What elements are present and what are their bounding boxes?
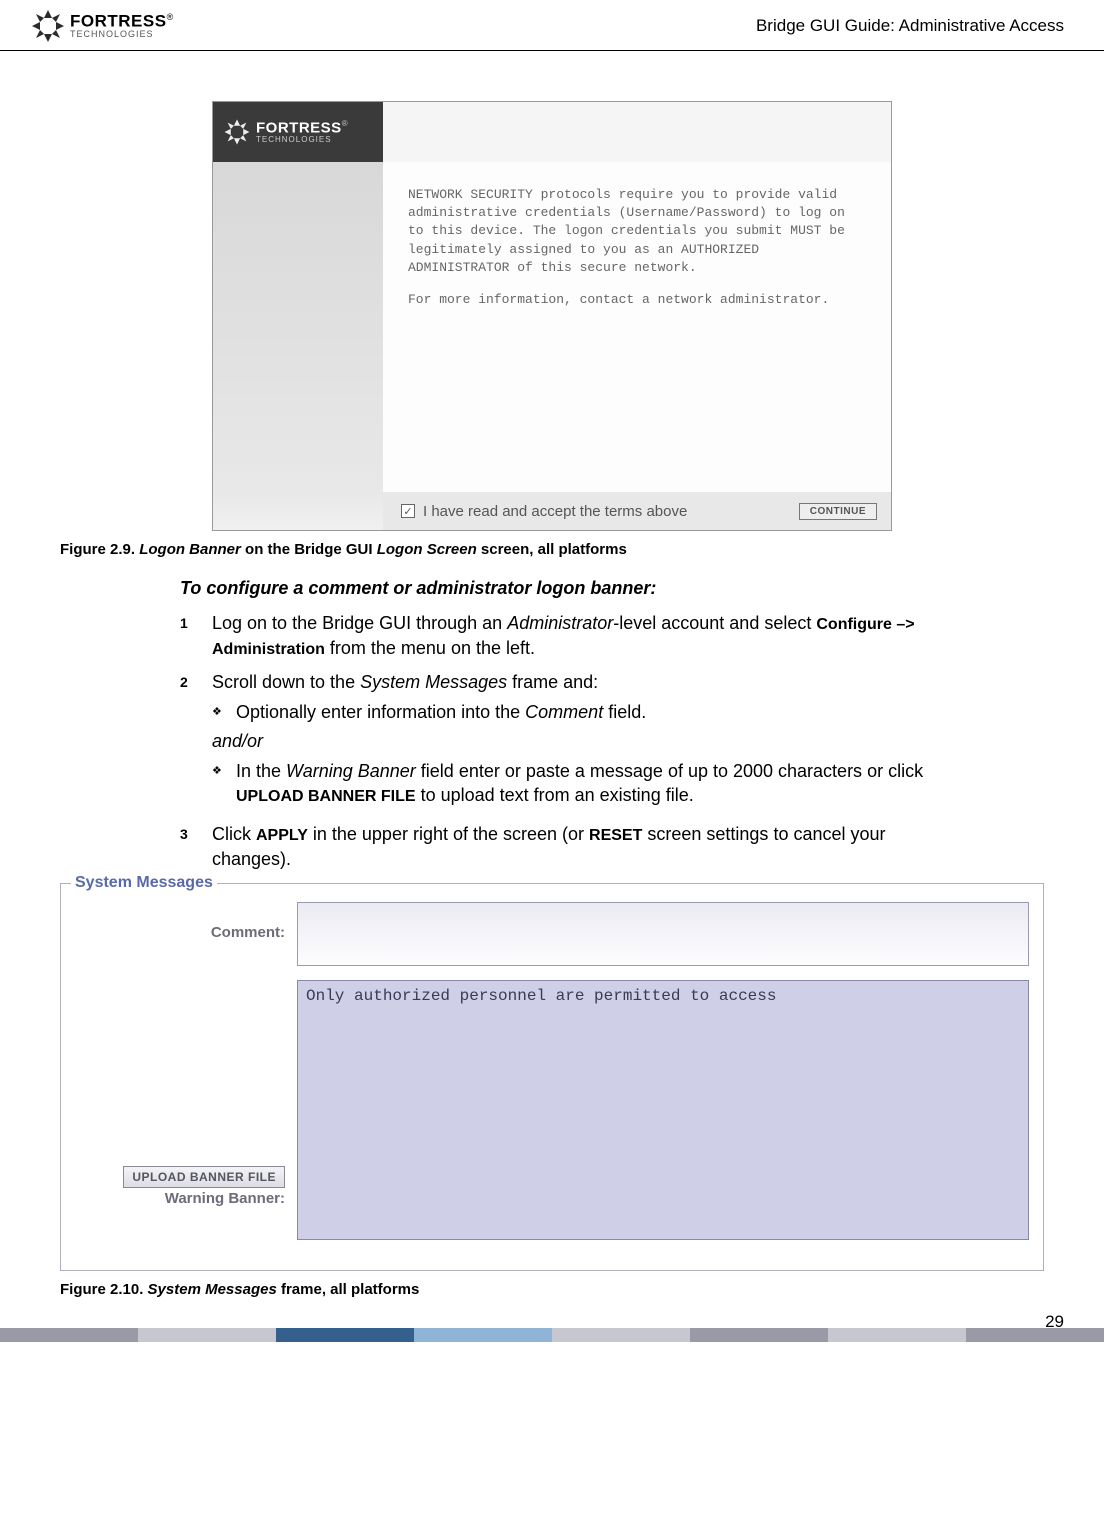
fortress-logo-icon	[30, 8, 66, 44]
screenshot-banner-text: NETWORK SECURITY protocols require you t…	[383, 162, 891, 492]
system-messages-legend: System Messages	[71, 874, 217, 892]
figure-caption-2: Figure 2.10. System Messages frame, all …	[60, 1281, 1044, 1298]
step-3: 3 Click APPLY in the upper right of the …	[180, 822, 924, 871]
system-messages-screenshot: System Messages Comment: UPLOAD BANNER F…	[60, 883, 1044, 1271]
footer-bar	[0, 1328, 1104, 1342]
badge-sub: TECHNOLOGIES	[256, 136, 348, 144]
header-title: Bridge GUI Guide: Administrative Access	[756, 16, 1064, 36]
figure-caption-1: Figure 2.9. Logon Banner on the Bridge G…	[60, 541, 1044, 558]
upload-banner-file-button[interactable]: UPLOAD BANNER FILE	[123, 1166, 285, 1188]
footer-seg	[276, 1328, 414, 1342]
page-number: 29	[1045, 1312, 1064, 1332]
logo-reg: ®	[167, 12, 174, 22]
page-header: FORTRESS® TECHNOLOGIES Bridge GUI Guide:…	[0, 0, 1104, 51]
continue-button[interactable]: CONTINUE	[799, 503, 877, 520]
screenshot-logo-badge: FORTRESS® TECHNOLOGIES	[213, 102, 383, 162]
footer-seg	[552, 1328, 690, 1342]
logo-main: FORTRESS	[70, 12, 167, 31]
logo-sub: TECHNOLOGIES	[70, 30, 173, 39]
instructions-heading: To configure a comment or administrator …	[180, 578, 924, 599]
footer-seg	[828, 1328, 966, 1342]
accept-checkbox[interactable]: ✓	[401, 504, 415, 518]
footer-seg	[138, 1328, 276, 1342]
screenshot-sidebar	[213, 162, 383, 492]
comment-input[interactable]	[297, 902, 1029, 966]
step-1: 1 Log on to the Bridge GUI through an Ad…	[180, 611, 924, 660]
logo: FORTRESS® TECHNOLOGIES	[30, 8, 173, 44]
footer-seg	[0, 1328, 138, 1342]
logon-banner-screenshot: FORTRESS® TECHNOLOGIES NETWORK SECURITY …	[212, 101, 892, 531]
banner-para-1: NETWORK SECURITY protocols require you t…	[408, 186, 866, 277]
footer-seg	[414, 1328, 552, 1342]
warning-banner-textarea[interactable]: Only authorized personnel are permitted …	[297, 980, 1029, 1240]
banner-para-2: For more information, contact a network …	[408, 291, 866, 309]
footer-seg	[690, 1328, 828, 1342]
step-2-bullet-2: ❖ In the Warning Banner field enter or p…	[212, 759, 924, 808]
warning-banner-label: Warning Banner:	[165, 1190, 285, 1207]
fortress-logo-icon	[223, 118, 251, 146]
step-2: 2 Scroll down to the System Messages fra…	[180, 670, 924, 812]
step-2-bullet-1: ❖ Optionally enter information into the …	[212, 700, 924, 724]
instructions-block: To configure a comment or administrator …	[180, 578, 924, 871]
accept-label: I have read and accept the terms above	[423, 503, 687, 520]
comment-label: Comment:	[75, 924, 285, 941]
and-or: and/or	[212, 729, 924, 753]
footer-seg	[966, 1328, 1104, 1342]
